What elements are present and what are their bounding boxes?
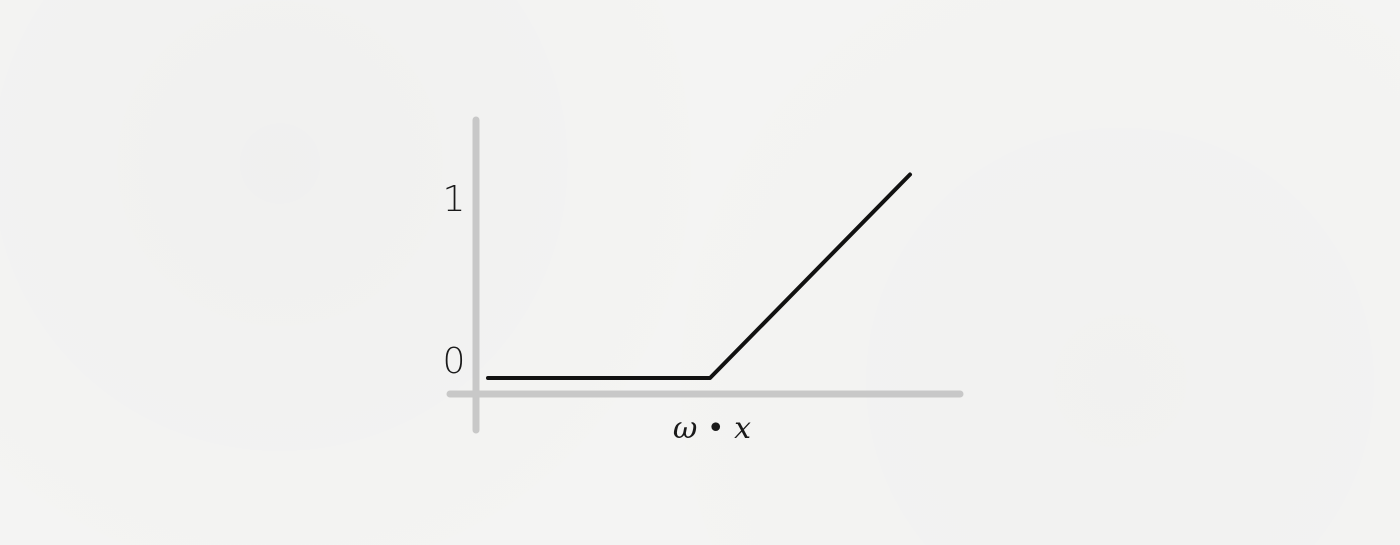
axes <box>446 116 964 434</box>
y-tick-label-0: 0 <box>443 341 466 382</box>
x-axis-label: ω • x <box>673 411 751 446</box>
series <box>486 172 912 380</box>
series-line-0 <box>486 172 912 380</box>
y-ticks: 01 <box>443 179 466 382</box>
y-tick-label-1: 1 <box>443 179 466 220</box>
